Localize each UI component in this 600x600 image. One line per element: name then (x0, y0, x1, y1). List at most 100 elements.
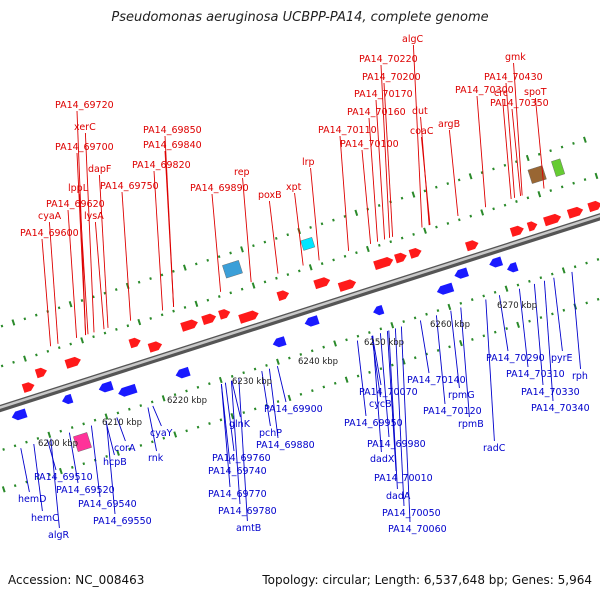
forward-gene-label: PA14_69840 (143, 140, 202, 151)
forward-gene-label: PA14_70350 (490, 98, 549, 109)
kbp-tick-label: 6250 kbp (364, 338, 404, 348)
forward-gene-label: lysA (84, 211, 104, 222)
tick-dot (333, 381, 337, 385)
tick-dots-layer (0, 136, 600, 493)
tick-dot (391, 363, 394, 367)
tick-dot (139, 443, 143, 447)
callout-line (78, 193, 89, 335)
gene-arrow (373, 304, 385, 316)
feature-block (73, 432, 92, 452)
tick-dot (493, 290, 497, 294)
tick-dot (160, 313, 164, 317)
tick-dot (208, 382, 211, 386)
callout-line (268, 368, 279, 439)
tick-dot (528, 319, 531, 323)
reverse-gene-label: rph (572, 371, 588, 382)
callout-line (276, 366, 287, 403)
tick-dot (217, 295, 221, 298)
gene-arrow (147, 341, 163, 353)
tick-dot (196, 425, 200, 429)
tick-dot (104, 413, 109, 420)
tick-dot (194, 262, 198, 266)
tick-dot (480, 209, 485, 216)
callout-line (230, 380, 241, 505)
gene-arrow (128, 337, 141, 349)
tick-dot (137, 280, 141, 284)
reverse-gene-label: pyrE (551, 353, 573, 364)
reverse-gene-label: PA14_70010 (374, 473, 433, 484)
tick-dot (425, 312, 428, 316)
tick-dot (573, 265, 577, 269)
tick-dot (253, 367, 257, 371)
callout-line (553, 277, 563, 352)
callout-line (116, 417, 126, 442)
tick-dot (185, 389, 188, 393)
callout-line (261, 371, 271, 427)
tick-dot (103, 291, 107, 295)
tick-dot (308, 264, 313, 271)
features-layer (11, 158, 600, 452)
tick-dot (219, 418, 223, 422)
tick-dot (160, 273, 164, 277)
kbp-tick-label: 6260 kbp (430, 320, 470, 330)
reverse-gene-label: PA14_69900 (264, 404, 323, 415)
tick-dot (128, 447, 131, 451)
tick-dot (93, 418, 97, 422)
reverse-gene-label: PA14_70290 (486, 353, 545, 364)
tick-dot (468, 173, 473, 180)
tick-dot (103, 331, 107, 335)
gene-arrow (337, 279, 357, 292)
callout-line (268, 200, 279, 274)
gene-arrow (408, 247, 422, 259)
tick-dot (162, 436, 166, 440)
callouts-layer (20, 44, 581, 529)
callout-line (372, 335, 382, 453)
callout-line (435, 315, 446, 405)
forward-gene-label: dut (412, 106, 428, 117)
callout-line (48, 221, 59, 344)
tick-dot (549, 189, 553, 192)
callout-line (105, 420, 115, 456)
tick-dot (114, 288, 118, 291)
forward-gene-label: argB (438, 119, 460, 130)
tick-dot (13, 444, 17, 448)
tick-dot (161, 395, 166, 402)
tick-dot (80, 337, 84, 344)
callout-line (571, 271, 581, 370)
kbp-tick-label: 6230 kbp (232, 377, 272, 387)
tick-dot (172, 269, 175, 273)
tick-dot (206, 258, 210, 262)
tick-dot (173, 431, 178, 438)
tick-dot (368, 370, 371, 374)
tick-dot (70, 426, 74, 429)
tick-dot (275, 276, 278, 280)
gene-arrow (543, 213, 562, 227)
gene-arrow (238, 310, 259, 324)
tick-dot (194, 300, 199, 307)
tick-dot (23, 317, 27, 321)
feature-block (300, 237, 316, 251)
callout-line (361, 149, 372, 244)
forward-gene-label: PA14_69600 (20, 228, 79, 239)
reverse-gene-label: cyaY (150, 428, 173, 439)
tick-dot (182, 264, 187, 271)
callout-line (33, 443, 43, 512)
callout-line (310, 167, 320, 261)
tick-dot (206, 298, 210, 302)
reverse-gene-label: rpmG (448, 390, 475, 401)
reverse-gene-label: PA14_69510 (34, 472, 93, 483)
tick-dot (585, 261, 588, 265)
callout-line (375, 99, 386, 240)
callout-line (50, 438, 60, 529)
tick-dot (516, 321, 520, 329)
reverse-gene-label: PA14_70070 (359, 387, 418, 398)
kbp-tick-label: 6270 kbp (497, 301, 537, 311)
forward-gene-label: PA14_69850 (143, 125, 202, 136)
tick-dot (562, 308, 566, 312)
tick-dot (379, 367, 383, 371)
reverse-gene-label: dadA (386, 491, 411, 502)
map-title: Pseudomonas aeruginosa UCBPP-PA14, compl… (111, 10, 489, 25)
tick-dot (92, 335, 95, 339)
tick-dot (412, 232, 415, 236)
tick-dot (128, 407, 131, 411)
